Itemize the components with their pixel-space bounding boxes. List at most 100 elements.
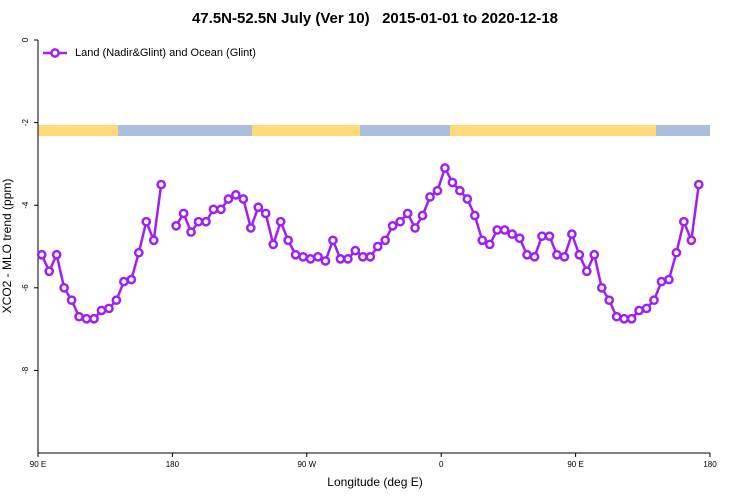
data-point — [581, 266, 592, 277]
data-point — [529, 251, 540, 262]
data-point — [298, 251, 308, 262]
data-point — [469, 210, 480, 221]
data-point — [417, 210, 428, 221]
x-tick-label: 0 — [439, 460, 444, 469]
data-point — [507, 229, 517, 239]
data-point — [567, 229, 577, 239]
legend-marker — [50, 48, 60, 58]
data-point — [357, 251, 368, 262]
data-point — [156, 179, 167, 190]
data-point — [679, 216, 689, 227]
data-point — [410, 223, 420, 233]
data-point — [96, 305, 107, 316]
y-tick-label: -2 — [21, 118, 30, 126]
data-point — [365, 251, 376, 262]
data-point — [260, 208, 271, 219]
data-point — [305, 254, 316, 264]
data-point — [641, 303, 652, 314]
x-tick-label: 180 — [166, 460, 180, 469]
data-point — [589, 249, 600, 260]
data-point — [522, 249, 532, 260]
data-point — [619, 313, 629, 324]
data-point — [223, 194, 234, 204]
data-point — [89, 313, 99, 324]
data-point — [372, 241, 383, 252]
data-point — [447, 177, 458, 188]
data-point — [686, 235, 697, 246]
data-point — [552, 249, 562, 260]
data-point — [559, 251, 570, 262]
data-point — [596, 282, 607, 293]
data-point — [51, 249, 62, 260]
data-point — [514, 233, 525, 244]
data-point — [313, 251, 323, 262]
data-point — [208, 204, 219, 215]
data-point — [119, 276, 129, 287]
data-point — [81, 313, 92, 324]
chart-title: 47.5N-52.5N July (Ver 10) 2015-01-01 to … — [192, 10, 558, 27]
data-point — [320, 256, 331, 266]
data-point — [193, 216, 204, 227]
data-point — [380, 235, 391, 246]
x-tick-label: 90 E — [567, 460, 583, 469]
data-point — [335, 254, 346, 264]
land-ocean-strip — [38, 125, 710, 136]
data-point — [328, 235, 338, 246]
data-point — [141, 216, 152, 227]
data-point — [104, 303, 114, 314]
y-tick-label: -6 — [21, 284, 30, 292]
data-point — [484, 239, 495, 250]
data-point — [477, 235, 488, 246]
data-point — [462, 194, 473, 204]
data-point — [111, 295, 122, 306]
data-point — [693, 179, 704, 190]
data-point — [455, 185, 465, 196]
data-point — [231, 190, 241, 200]
data-point — [611, 311, 622, 322]
data-point — [216, 204, 226, 215]
data-point — [126, 274, 137, 285]
data-point — [664, 274, 674, 285]
x-axis-label: Longitude (deg E) — [327, 475, 422, 489]
data-point — [574, 249, 585, 260]
data-point — [44, 266, 55, 277]
data-point — [275, 216, 286, 227]
data-point — [440, 163, 450, 173]
x-tick-label: 180 — [703, 460, 717, 469]
data-point — [290, 249, 301, 260]
x-tick-label: 90 E — [30, 460, 46, 469]
data-point — [634, 305, 644, 316]
data-point — [59, 282, 69, 293]
data-point — [350, 245, 361, 256]
data-point — [36, 249, 47, 260]
data-point — [133, 247, 144, 258]
data-point — [499, 225, 510, 235]
data-point — [425, 192, 435, 202]
data-point — [395, 216, 405, 227]
data-point — [66, 295, 77, 306]
data-point — [626, 313, 637, 324]
y-tick-label: -4 — [21, 201, 30, 209]
series-line — [40, 164, 701, 321]
y-tick-label: -8 — [21, 366, 30, 374]
data-point — [492, 225, 503, 235]
data-point — [253, 202, 264, 213]
data-point — [656, 276, 667, 287]
data-point — [283, 235, 293, 246]
data-point — [201, 216, 211, 227]
data-point — [671, 247, 682, 258]
x-tick-label: 90 W — [297, 460, 316, 469]
data-point — [245, 223, 256, 233]
data-point — [387, 221, 398, 231]
data-point — [343, 254, 353, 264]
data-point — [649, 295, 659, 306]
data-point — [402, 208, 413, 219]
data-point — [178, 208, 189, 219]
y-axis-label: XCO2 - MLO trend (ppm) — [0, 179, 14, 314]
data-point — [148, 235, 159, 246]
y-tick-label: 0 — [21, 37, 30, 42]
data-point — [186, 227, 196, 237]
data-point — [537, 231, 547, 242]
data-point — [171, 221, 181, 231]
